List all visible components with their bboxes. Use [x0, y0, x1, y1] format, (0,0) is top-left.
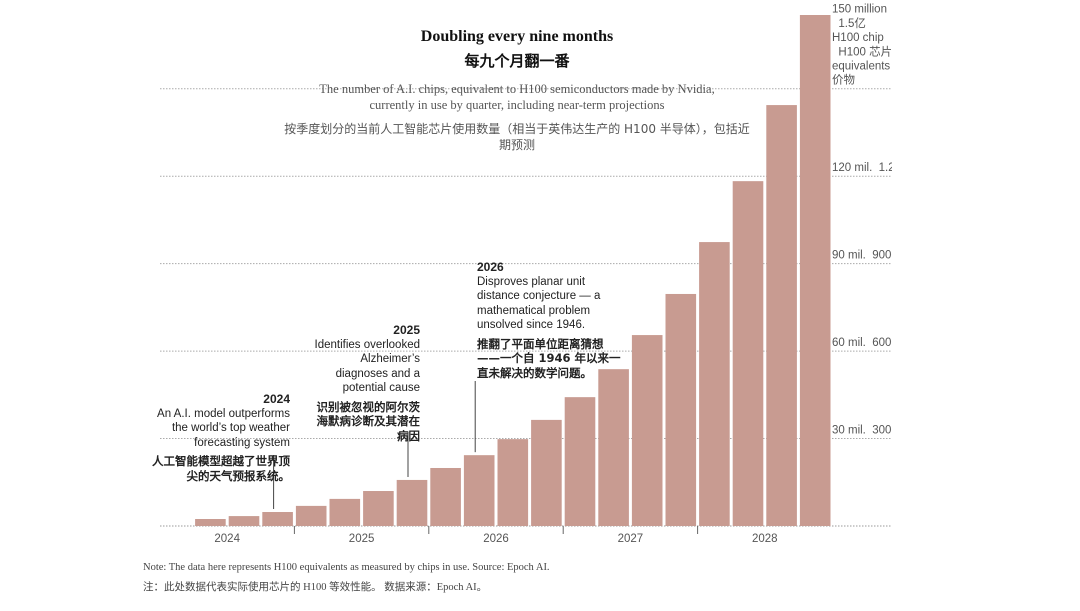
x-tick-label: 2028: [752, 533, 778, 545]
bar: [598, 369, 629, 526]
bar: [363, 491, 394, 526]
note: Note: The data here represents H100 equi…: [143, 562, 550, 573]
annotation-text-zh: 识别被忽视的阿尔茨海默病诊断及其潜在病因: [316, 399, 421, 443]
annotation-year: 2024: [263, 392, 290, 406]
y-tick-label: 60 mil. 6000万: [832, 337, 909, 349]
annotation-text: Identifies overlooked Alzheimer’s diagno…: [314, 338, 420, 395]
bar: [766, 105, 797, 527]
annotation-year: 2026: [477, 260, 504, 274]
bar: [732, 181, 764, 527]
bar: [396, 479, 428, 526]
bar: [497, 439, 529, 526]
bar: [564, 397, 596, 526]
x-tick-label: 2027: [618, 533, 644, 545]
annotation: 2024 An A.I. model outperforms the world’…: [145, 392, 290, 483]
annotation-text: Disproves planar unit distance conjectur…: [477, 275, 601, 332]
bars: 2024 2025 2026 2027 2028: [195, 15, 831, 545]
y-tick-label: 90 mil. 9000万: [832, 250, 909, 262]
bar: [195, 519, 226, 526]
y-tick-label: 30 mil. 3000万: [832, 425, 909, 437]
bar: [631, 335, 663, 526]
annotation-text-zh: 推翻了平面单位距离猜想——一个自 1946 年以来一直未解决的数学问题。: [477, 336, 621, 380]
chart-title: Doubling every nine months: [420, 28, 614, 45]
bar: [228, 516, 260, 526]
x-tick-label: 2024: [214, 533, 240, 545]
annotation: 2025 Identifies overlooked Alzheimer’s di…: [308, 323, 420, 443]
bar: [295, 505, 327, 526]
header: Doubling every nine months 每九个月翻一番 The n…: [282, 28, 752, 153]
bar: [531, 419, 562, 526]
annotation-year: 2025: [393, 323, 420, 337]
annotation-text: An A.I. model outperforms the world’s to…: [157, 407, 290, 449]
y-tick-label: 150 million 1.5亿 H100 chip H100 芯片 equival…: [832, 4, 892, 87]
bar: [699, 242, 730, 526]
bar: [463, 455, 495, 526]
bar: [329, 498, 361, 526]
subtitle: The number of A.I. chips, equivalent to …: [319, 82, 715, 112]
y-axis: 30 mil. 3000万 60 mil. 6000万 90 mil. 9000万 1…: [832, 4, 909, 437]
x-tick-label: 2026: [483, 533, 509, 545]
bar: [430, 467, 461, 526]
annotation: 2026 Disproves planar unit distance conje…: [477, 260, 625, 380]
y-tick-label: 120 mil. 1.2亿: [832, 161, 906, 174]
subtitle-zh: 按季度划分的当前人工智能芯片使用数量（相当于英伟达生产的 H100 半导体），包…: [284, 122, 750, 152]
chart-title-zh: 每九个月翻一番: [464, 52, 570, 70]
bar: [799, 15, 831, 526]
bar: [262, 512, 293, 526]
bar: [665, 293, 697, 526]
annotation-text-zh: 人工智能模型超越了世界顶尖的天气预报系统。: [152, 454, 290, 483]
x-tick-label: 2025: [349, 533, 375, 545]
note-zh: 注：此处数据代表实际使用芯片的 H100 等效性能。 数据来源：Epoch AI…: [143, 582, 488, 593]
notes: Note: The data here represents H100 equi…: [143, 558, 550, 598]
